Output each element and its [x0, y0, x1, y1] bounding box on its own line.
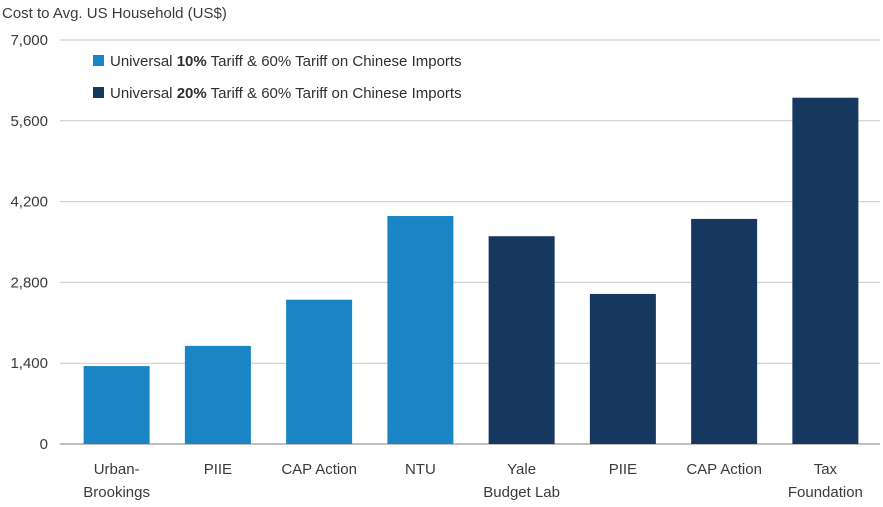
category-label: CAP Action — [686, 461, 762, 478]
bar-series20-4 — [488, 236, 555, 444]
x-axis-labels: Urban- Brookings PIIE CAP Action NTU Yale Budg… — [83, 461, 863, 501]
bar-series20-7 — [792, 97, 859, 444]
category-label: Tax — [814, 461, 838, 478]
category-label: Foundation — [788, 484, 863, 501]
y-tick-label: 4,200 — [10, 194, 48, 211]
y-tick-label: 7,000 — [10, 32, 48, 49]
y-tick-label: 1,400 — [10, 355, 48, 372]
bar-series10-3 — [387, 216, 454, 444]
category-label: Budget Lab — [483, 484, 560, 501]
category-label: CAP Action — [281, 461, 357, 478]
bars — [83, 97, 859, 444]
legend-swatch — [93, 55, 104, 66]
category-label: Urban- — [94, 461, 140, 478]
y-tick-label: 5,600 — [10, 113, 48, 130]
y-tick-label: 0 — [40, 436, 48, 453]
category-label: Brookings — [83, 484, 150, 501]
bar-series20-5 — [589, 293, 656, 444]
bar-series10-2 — [286, 299, 353, 444]
category-label: PIIE — [609, 461, 637, 478]
y-tick-label: 2,800 — [10, 274, 48, 291]
legend: Universal 10% Tariff & 60% Tariff on Chi… — [93, 53, 462, 102]
bar-series20-6 — [691, 218, 758, 444]
category-label: NTU — [405, 461, 436, 478]
legend-swatch — [93, 87, 104, 98]
legend-label: Universal 10% Tariff & 60% Tariff on Chi… — [110, 53, 462, 70]
category-label: Yale — [507, 461, 536, 478]
legend-label: Universal 20% Tariff & 60% Tariff on Chi… — [110, 85, 462, 102]
bar-series10-1 — [184, 345, 251, 444]
bar-series10-0 — [83, 366, 150, 444]
category-label: PIIE — [204, 461, 232, 478]
chart-title: Cost to Avg. US Household (US$) — [2, 5, 227, 22]
y-axis-ticks: 0 1,400 2,800 4,200 5,600 7,000 — [10, 32, 48, 453]
